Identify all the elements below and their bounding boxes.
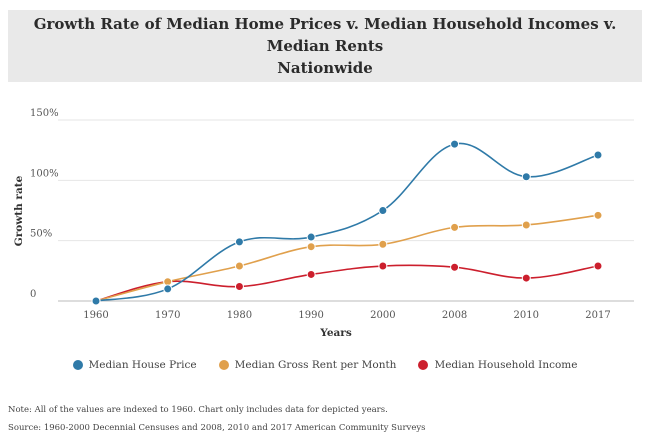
data-point-series-0 [521, 172, 531, 182]
legend-swatch [418, 360, 429, 370]
data-point-series-0 [378, 206, 388, 215]
x-tick-label: 2017 [585, 310, 610, 321]
data-point-series-2 [378, 261, 388, 271]
y-axis-title: Growth rate [13, 175, 25, 246]
chart-legend: Median House Price Median Gross Rent per … [0, 359, 650, 371]
x-tick-label: 2008 [442, 310, 467, 321]
line-chart: 0 50% 100% 150% 1960 1970 1980 1990 2000 2008 2010… [13, 108, 634, 339]
data-point-series-1 [306, 242, 316, 252]
chart-source: Source: 1960-2000 Decennial Censuses and… [8, 423, 426, 433]
legend-swatch [218, 360, 229, 370]
chart-title-line-2: Nationwide [277, 59, 373, 77]
chart-title-box: Growth Rate of Median Home Prices v. Med… [8, 10, 642, 82]
data-point-series-2 [306, 269, 316, 279]
legend-label: Median Household Income [434, 359, 578, 371]
x-tick-label: 1980 [227, 310, 252, 321]
data-point-series-1 [521, 220, 531, 230]
data-point-series-2 [450, 262, 460, 272]
data-point-series-0 [450, 139, 460, 149]
legend-item-1: Median Gross Rent per Month [218, 359, 397, 371]
series-line-2 [95, 264, 599, 302]
y-tick-label: 150% [30, 108, 59, 119]
x-tick-label: 1970 [155, 310, 180, 321]
legend-item-2: Median Household Income [418, 359, 577, 371]
x-tick-label: 1990 [298, 310, 323, 321]
x-tick-label: 2000 [370, 310, 395, 321]
y-tick-label: 0 [30, 289, 36, 300]
data-point-series-1 [593, 210, 603, 220]
chart-title-line-1: Growth Rate of Median Home Prices v. Med… [33, 15, 617, 55]
legend-label: Median Gross Rent per Month [234, 359, 397, 371]
data-point-series-2 [234, 282, 244, 292]
y-tick-label: 100% [30, 168, 59, 179]
data-point-series-2 [521, 273, 531, 283]
legend-swatch [72, 360, 83, 370]
data-point-series-2 [593, 261, 603, 271]
series-line-1 [95, 214, 599, 302]
legend-label: Median House Price [88, 359, 197, 371]
data-point-series-1 [378, 239, 388, 249]
x-tick-label: 1960 [83, 310, 108, 321]
data-point-series-1 [234, 261, 244, 271]
legend-item-0: Median House Price [72, 359, 197, 371]
data-point-series-0 [163, 284, 173, 294]
data-point-series-0 [234, 237, 244, 247]
series-line-0 [95, 142, 599, 302]
data-point-series-0 [91, 296, 101, 306]
data-point-series-0 [593, 150, 603, 160]
data-point-series-1 [450, 222, 460, 232]
x-axis-title: Years [319, 327, 352, 339]
x-tick-label: 2010 [514, 310, 539, 321]
data-point-series-0 [306, 232, 316, 242]
chart-note: Note: All of the values are indexed to 1… [8, 405, 388, 415]
y-tick-label: 50% [30, 229, 52, 240]
